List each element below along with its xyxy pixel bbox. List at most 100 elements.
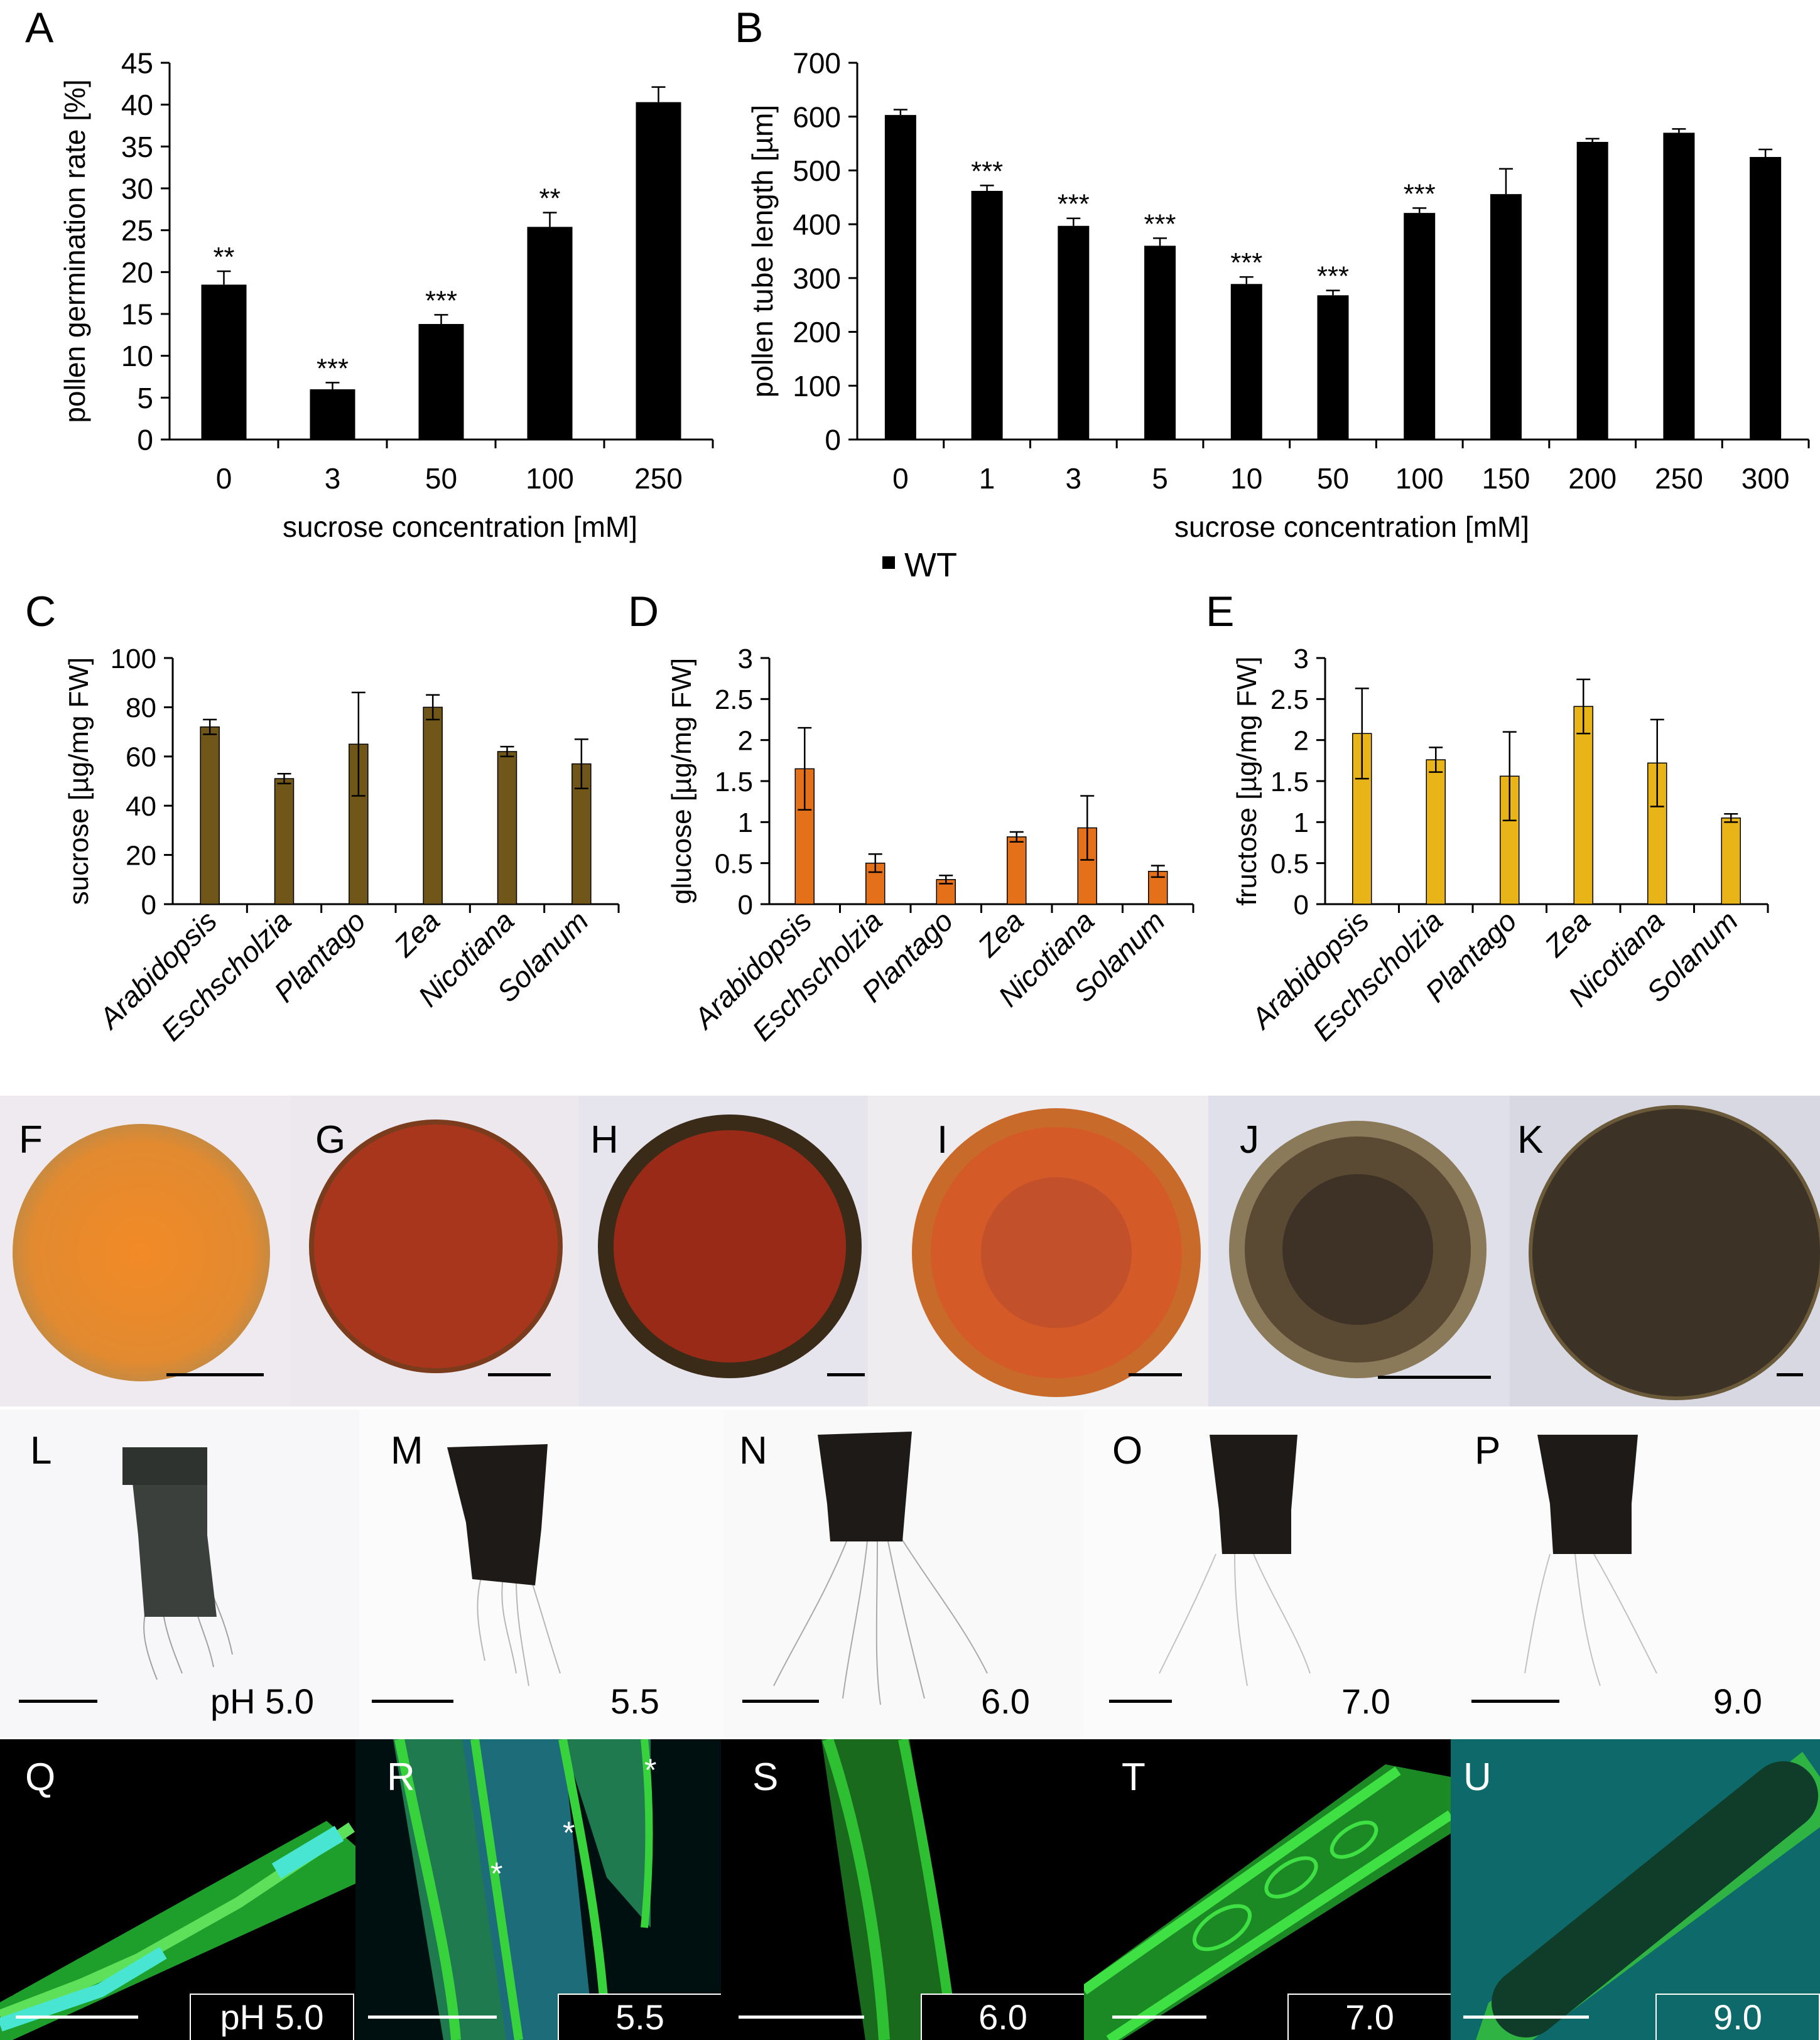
ph-label-box: 9.0 xyxy=(1655,1994,1820,2040)
pollen-photo-H: H xyxy=(579,1096,868,1406)
x-tick-label: Eschscholzia xyxy=(154,904,297,1047)
scale-bar xyxy=(16,2016,138,2019)
x-tick-label: 3 xyxy=(1066,462,1082,495)
bar xyxy=(418,324,464,440)
stigma-photo-L: L pH 5.0 xyxy=(0,1410,359,1737)
panel-label-C: C xyxy=(25,588,57,635)
y-tick-label: 0.5 xyxy=(1270,849,1309,880)
asterisk-marker: * xyxy=(490,1856,503,1891)
asterisk-marker: * xyxy=(311,1790,323,1825)
y-tick-label: 100 xyxy=(793,370,841,402)
bar xyxy=(1230,284,1262,440)
x-tick-label: 1 xyxy=(979,462,995,495)
y-tick-label: 15 xyxy=(121,298,153,331)
tube-T xyxy=(1084,1764,1451,2040)
bar xyxy=(527,227,573,440)
panel-label-G: G xyxy=(315,1118,346,1162)
ph-label: 7.0 xyxy=(1341,1681,1390,1721)
panel-label-E: E xyxy=(1206,588,1235,635)
y-tick-label: 1 xyxy=(738,807,753,838)
x-tick-label: Zea xyxy=(1538,904,1597,963)
panel-label-M: M xyxy=(391,1429,423,1472)
panel-label-S: S xyxy=(752,1756,779,1799)
panel-label-A: A xyxy=(25,4,54,51)
y-axis-title: glucose [µg/mg FW] xyxy=(666,658,697,904)
y-tick-label: 0 xyxy=(825,424,841,456)
panel-label-P: P xyxy=(1475,1429,1501,1472)
y-tick-label: 80 xyxy=(126,693,156,723)
y-tick-label: 1.5 xyxy=(715,767,753,797)
scale-bar xyxy=(739,2016,864,2019)
x-tick-label: 100 xyxy=(1395,462,1444,495)
y-tick-label: 0 xyxy=(738,890,753,920)
scale-bar xyxy=(1463,2016,1589,2019)
bar xyxy=(1404,213,1436,440)
stigma-photo-O: O 7.0 xyxy=(1084,1410,1449,1737)
y-axis-title: sucrose [µg/mg FW] xyxy=(63,657,94,905)
pollen-grain-I xyxy=(912,1108,1201,1397)
x-axis-title: sucrose concentration [mM] xyxy=(1174,510,1529,543)
panel-label-L: L xyxy=(30,1429,52,1472)
bar xyxy=(310,389,355,440)
bar xyxy=(1576,142,1608,440)
fluor-photo-U: U 9.0 xyxy=(1451,1739,1820,2040)
ph-label: 6.0 xyxy=(981,1681,1030,1721)
scale-bar xyxy=(1129,1373,1182,1376)
ph-label-box: pH 5.0 xyxy=(190,1994,354,2040)
tube-Q xyxy=(0,1821,355,2040)
bar xyxy=(1663,132,1695,440)
significance-label: *** xyxy=(317,353,349,384)
y-tick-label: 500 xyxy=(793,154,841,187)
stigma-P xyxy=(1524,1435,1657,1687)
scale-bar xyxy=(742,1700,819,1703)
fluor-photo-T: T 7.0 xyxy=(1084,1739,1451,2040)
panel-label-K: K xyxy=(1517,1118,1544,1162)
significance-label: ** xyxy=(539,183,560,214)
bar xyxy=(636,102,681,440)
significance-label: *** xyxy=(1317,261,1349,292)
significance-label: *** xyxy=(971,156,1003,186)
stigma-photo-M: M 5.5 xyxy=(359,1410,723,1737)
bar xyxy=(201,284,247,440)
x-tick-label: 250 xyxy=(1655,462,1703,495)
pollen-photo-F: F xyxy=(0,1096,290,1406)
scale-bar xyxy=(372,1700,453,1703)
y-tick-label: 3 xyxy=(1294,644,1309,674)
panel-label-T: T xyxy=(1122,1756,1146,1799)
panel-label-I: I xyxy=(937,1118,948,1162)
panel-label-J: J xyxy=(1240,1118,1259,1162)
bar xyxy=(274,778,295,905)
pollen-photo-J: J xyxy=(1208,1096,1510,1406)
pollen-photo-I: I xyxy=(868,1096,1208,1406)
y-tick-label: 100 xyxy=(111,644,156,674)
pollen-photo-K: K xyxy=(1510,1096,1820,1406)
y-tick-label: 400 xyxy=(793,208,841,241)
x-tick-label: 100 xyxy=(526,462,574,495)
panel-label-D: D xyxy=(628,588,659,635)
x-tick-label: 50 xyxy=(1317,462,1349,495)
tube-R xyxy=(393,1739,653,2040)
y-axis-title: pollen tube length [µm] xyxy=(746,105,779,397)
scale-bar xyxy=(1378,1376,1491,1379)
scale-bar xyxy=(1777,1373,1803,1376)
y-tick-label: 0 xyxy=(141,890,156,920)
panel-label-Q: Q xyxy=(25,1756,56,1799)
y-tick-label: 0 xyxy=(1294,890,1309,920)
significance-label: *** xyxy=(1230,247,1262,278)
bar xyxy=(971,191,1003,440)
y-tick-label: 700 xyxy=(793,47,841,80)
x-tick-label: 50 xyxy=(425,462,457,495)
y-tick-label: 5 xyxy=(137,382,153,414)
x-tick-label: 0 xyxy=(216,462,232,495)
y-tick-label: 300 xyxy=(793,262,841,294)
x-tick-label: Zea xyxy=(971,904,1030,963)
y-tick-label: 200 xyxy=(793,316,841,348)
y-tick-label: 1 xyxy=(1294,807,1309,838)
panel-label-N: N xyxy=(739,1429,767,1472)
stigma-photo-P: P 9.0 xyxy=(1449,1410,1820,1737)
